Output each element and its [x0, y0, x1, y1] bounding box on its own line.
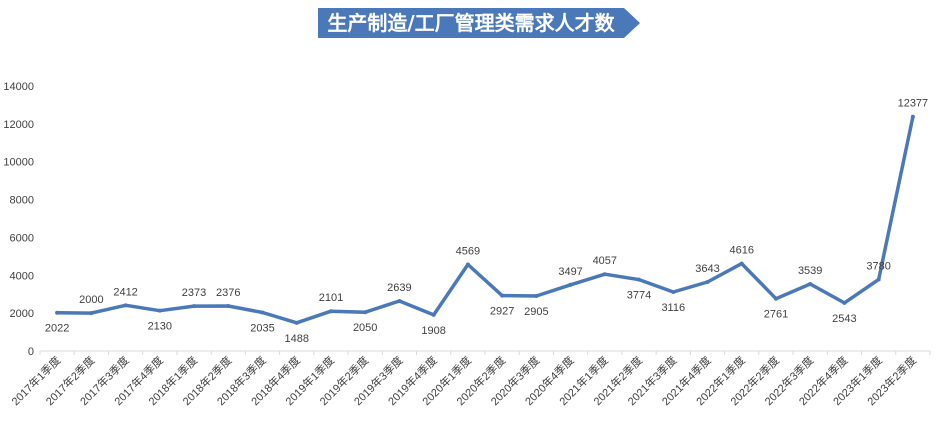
data-point	[260, 310, 265, 315]
data-point	[363, 310, 368, 315]
data-point	[431, 312, 436, 317]
data-label: 2543	[832, 313, 856, 325]
data-point	[637, 277, 642, 282]
data-label: 2000	[79, 294, 103, 306]
data-point	[226, 304, 231, 309]
data-label: 2050	[353, 322, 377, 334]
y-tick-label: 6000	[10, 232, 34, 244]
data-point	[157, 308, 162, 313]
data-label: 4569	[456, 246, 480, 258]
data-label: 2761	[764, 309, 788, 321]
series-line	[55, 114, 915, 325]
data-point	[910, 114, 915, 119]
data-point	[55, 310, 60, 315]
title-banner-shape	[318, 8, 640, 38]
y-tick-label: 0	[28, 346, 34, 358]
data-label: 2412	[113, 286, 137, 298]
data-label: 2905	[524, 306, 548, 318]
data-point	[397, 299, 402, 304]
data-label: 3497	[558, 266, 582, 278]
y-tick-label: 10000	[3, 157, 34, 169]
data-label: 12377	[898, 98, 929, 110]
y-tick-label: 2000	[10, 308, 34, 320]
data-point	[192, 304, 197, 309]
data-point	[123, 303, 128, 308]
data-point	[842, 300, 847, 305]
data-label: 2101	[319, 292, 343, 304]
data-label: 1488	[284, 333, 308, 345]
data-label: 2130	[148, 321, 172, 333]
data-point	[876, 277, 881, 282]
data-label: 2927	[490, 306, 514, 318]
data-point	[773, 296, 778, 301]
data-label: 3643	[695, 263, 719, 275]
data-point	[602, 272, 607, 277]
y-tick-label: 4000	[10, 270, 34, 282]
data-label: 3539	[798, 265, 822, 277]
data-label: 3116	[661, 302, 685, 314]
data-point	[534, 294, 539, 299]
data-point	[705, 280, 710, 285]
data-label: 3780	[866, 260, 890, 272]
data-point	[465, 262, 470, 267]
data-point	[500, 293, 505, 298]
y-tick-label: 14000	[3, 81, 34, 93]
data-point	[89, 311, 94, 316]
data-label: 2639	[387, 282, 411, 294]
data-point	[808, 282, 813, 287]
data-label: 3774	[627, 290, 651, 302]
y-tick-label: 12000	[3, 119, 34, 131]
data-point	[294, 320, 299, 325]
data-label: 2022	[45, 323, 69, 335]
data-point	[739, 261, 744, 266]
data-point	[328, 309, 333, 314]
data-label: 4616	[729, 245, 753, 257]
chart-title: 生产制造/工厂管理类需求人才数	[327, 11, 615, 35]
data-label: 2035	[250, 322, 274, 334]
data-label: 2373	[182, 287, 206, 299]
data-point	[568, 282, 573, 287]
data-label: 1908	[421, 325, 445, 337]
data-label: 4057	[593, 255, 617, 267]
data-label: 2376	[216, 287, 240, 299]
data-point	[671, 290, 676, 295]
chart-title-banner: 生产制造/工厂管理类需求人才数	[318, 8, 640, 38]
y-tick-label: 8000	[10, 195, 34, 207]
